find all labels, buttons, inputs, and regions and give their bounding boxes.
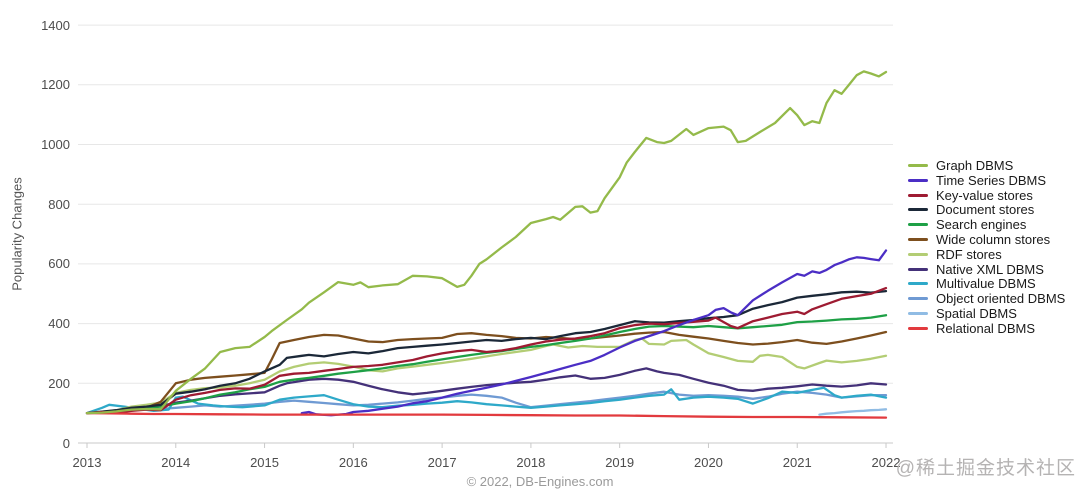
legend-line-swatch [908, 164, 928, 168]
series-line-spatial-dbms [818, 408, 888, 416]
y-tick-label: 600 [48, 256, 70, 272]
legend-item-object-oriented-dbms[interactable]: Object oriented DBMS [908, 291, 1066, 307]
x-tick-label: 2022 [871, 455, 901, 470]
legend-line-swatch [908, 178, 928, 182]
series-line-object-oriented-dbms [85, 390, 888, 415]
legend-item-wide-column-stores[interactable]: Wide column stores [908, 231, 1065, 248]
x-tick-label: 2015 [250, 455, 279, 470]
legend-line-swatch [908, 223, 928, 227]
y-tick-label: 1400 [41, 17, 70, 33]
y-tick-label: 200 [48, 375, 70, 391]
series-line-native-xml-dbms [85, 367, 888, 415]
legend-item-key-value-stores[interactable]: Key-value stores [908, 187, 1065, 204]
series-line-time-series-dbms [300, 249, 888, 417]
y-tick-label: 0 [62, 435, 70, 451]
series-line-key-value-stores [85, 286, 888, 415]
legend-item-label: Graph DBMS [936, 158, 1014, 173]
legend-item-label: Document stores [936, 202, 1035, 218]
legend-line-swatch [908, 252, 928, 256]
legend-item-relational-dbms[interactable]: Relational DBMS [908, 320, 1065, 337]
legend-line-swatch [908, 208, 928, 212]
x-tick-label: 2021 [782, 455, 812, 470]
legend-item-label: Spatial DBMS [936, 305, 1017, 321]
legend-line-swatch [908, 326, 928, 330]
legend-item-label: Native XML DBMS [936, 261, 1044, 277]
legend-line-swatch [908, 267, 928, 271]
y-tick-label: 1000 [41, 137, 70, 152]
series-line-graph-dbms [85, 70, 888, 415]
legend-line-swatch [908, 193, 928, 197]
x-tick-label: 2013 [72, 455, 102, 470]
legend-item-label: Multivalue DBMS [936, 276, 1036, 292]
x-tick-label: 2018 [516, 455, 546, 470]
legend-item-label: RDF stores [936, 246, 1002, 262]
x-tick-label: 2019 [605, 455, 635, 470]
series-line-document-stores [85, 289, 888, 415]
y-axis-title: Popularity Changes [9, 177, 25, 291]
legend-item-multivalue-dbms[interactable]: Multivalue DBMS [908, 276, 1065, 292]
legend-item-label: Relational DBMS [936, 320, 1035, 336]
legend-item-rdf-stores[interactable]: RDF stores [908, 246, 1065, 263]
x-tick-label: 2016 [338, 455, 368, 470]
legend-line-swatch [908, 297, 928, 301]
series-line-relational-dbms [85, 411, 888, 419]
y-tick-label: 400 [48, 316, 70, 332]
legend-item-label: Object oriented DBMS [936, 291, 1066, 307]
series-line-rdf-stores [85, 337, 888, 415]
series-line-multivalue-dbms [85, 386, 888, 415]
legend-item-search-engines[interactable]: Search engines [908, 217, 1065, 233]
x-tick-label: 2017 [427, 455, 457, 470]
legend-item-graph-dbms[interactable]: Graph DBMS [908, 158, 1065, 174]
legend-line-swatch [908, 312, 928, 316]
watermark-text: @稀土掘金技术社区 [895, 458, 1076, 479]
chart-attribution: © 2022, DB-Engines.com [466, 474, 614, 489]
x-tick-label: 2014 [161, 455, 191, 470]
chart-legend: Graph DBMS Time Series DBMS Key-value stor… [908, 158, 1066, 337]
legend-item-label: Wide column stores [936, 231, 1051, 247]
legend-item-time-series-dbms[interactable]: Time Series DBMS [908, 172, 1065, 189]
legend-item-document-stores[interactable]: Document stores [908, 202, 1065, 218]
series-line-wide-column-stores [85, 330, 888, 415]
y-tick-label: 800 [48, 196, 70, 212]
legend-line-swatch [908, 238, 928, 242]
legend-item-native-xml-dbms[interactable]: Native XML DBMS [908, 261, 1065, 278]
legend-item-spatial-dbms[interactable]: Spatial DBMS [908, 305, 1065, 322]
legend-item-label: Search engines [936, 217, 1027, 233]
legend-line-swatch [908, 282, 928, 286]
legend-item-label: Key-value stores [936, 187, 1033, 203]
y-tick-label: 1200 [41, 77, 70, 93]
legend-item-label: Time Series DBMS [936, 172, 1047, 188]
x-tick-label: 2020 [693, 455, 723, 470]
